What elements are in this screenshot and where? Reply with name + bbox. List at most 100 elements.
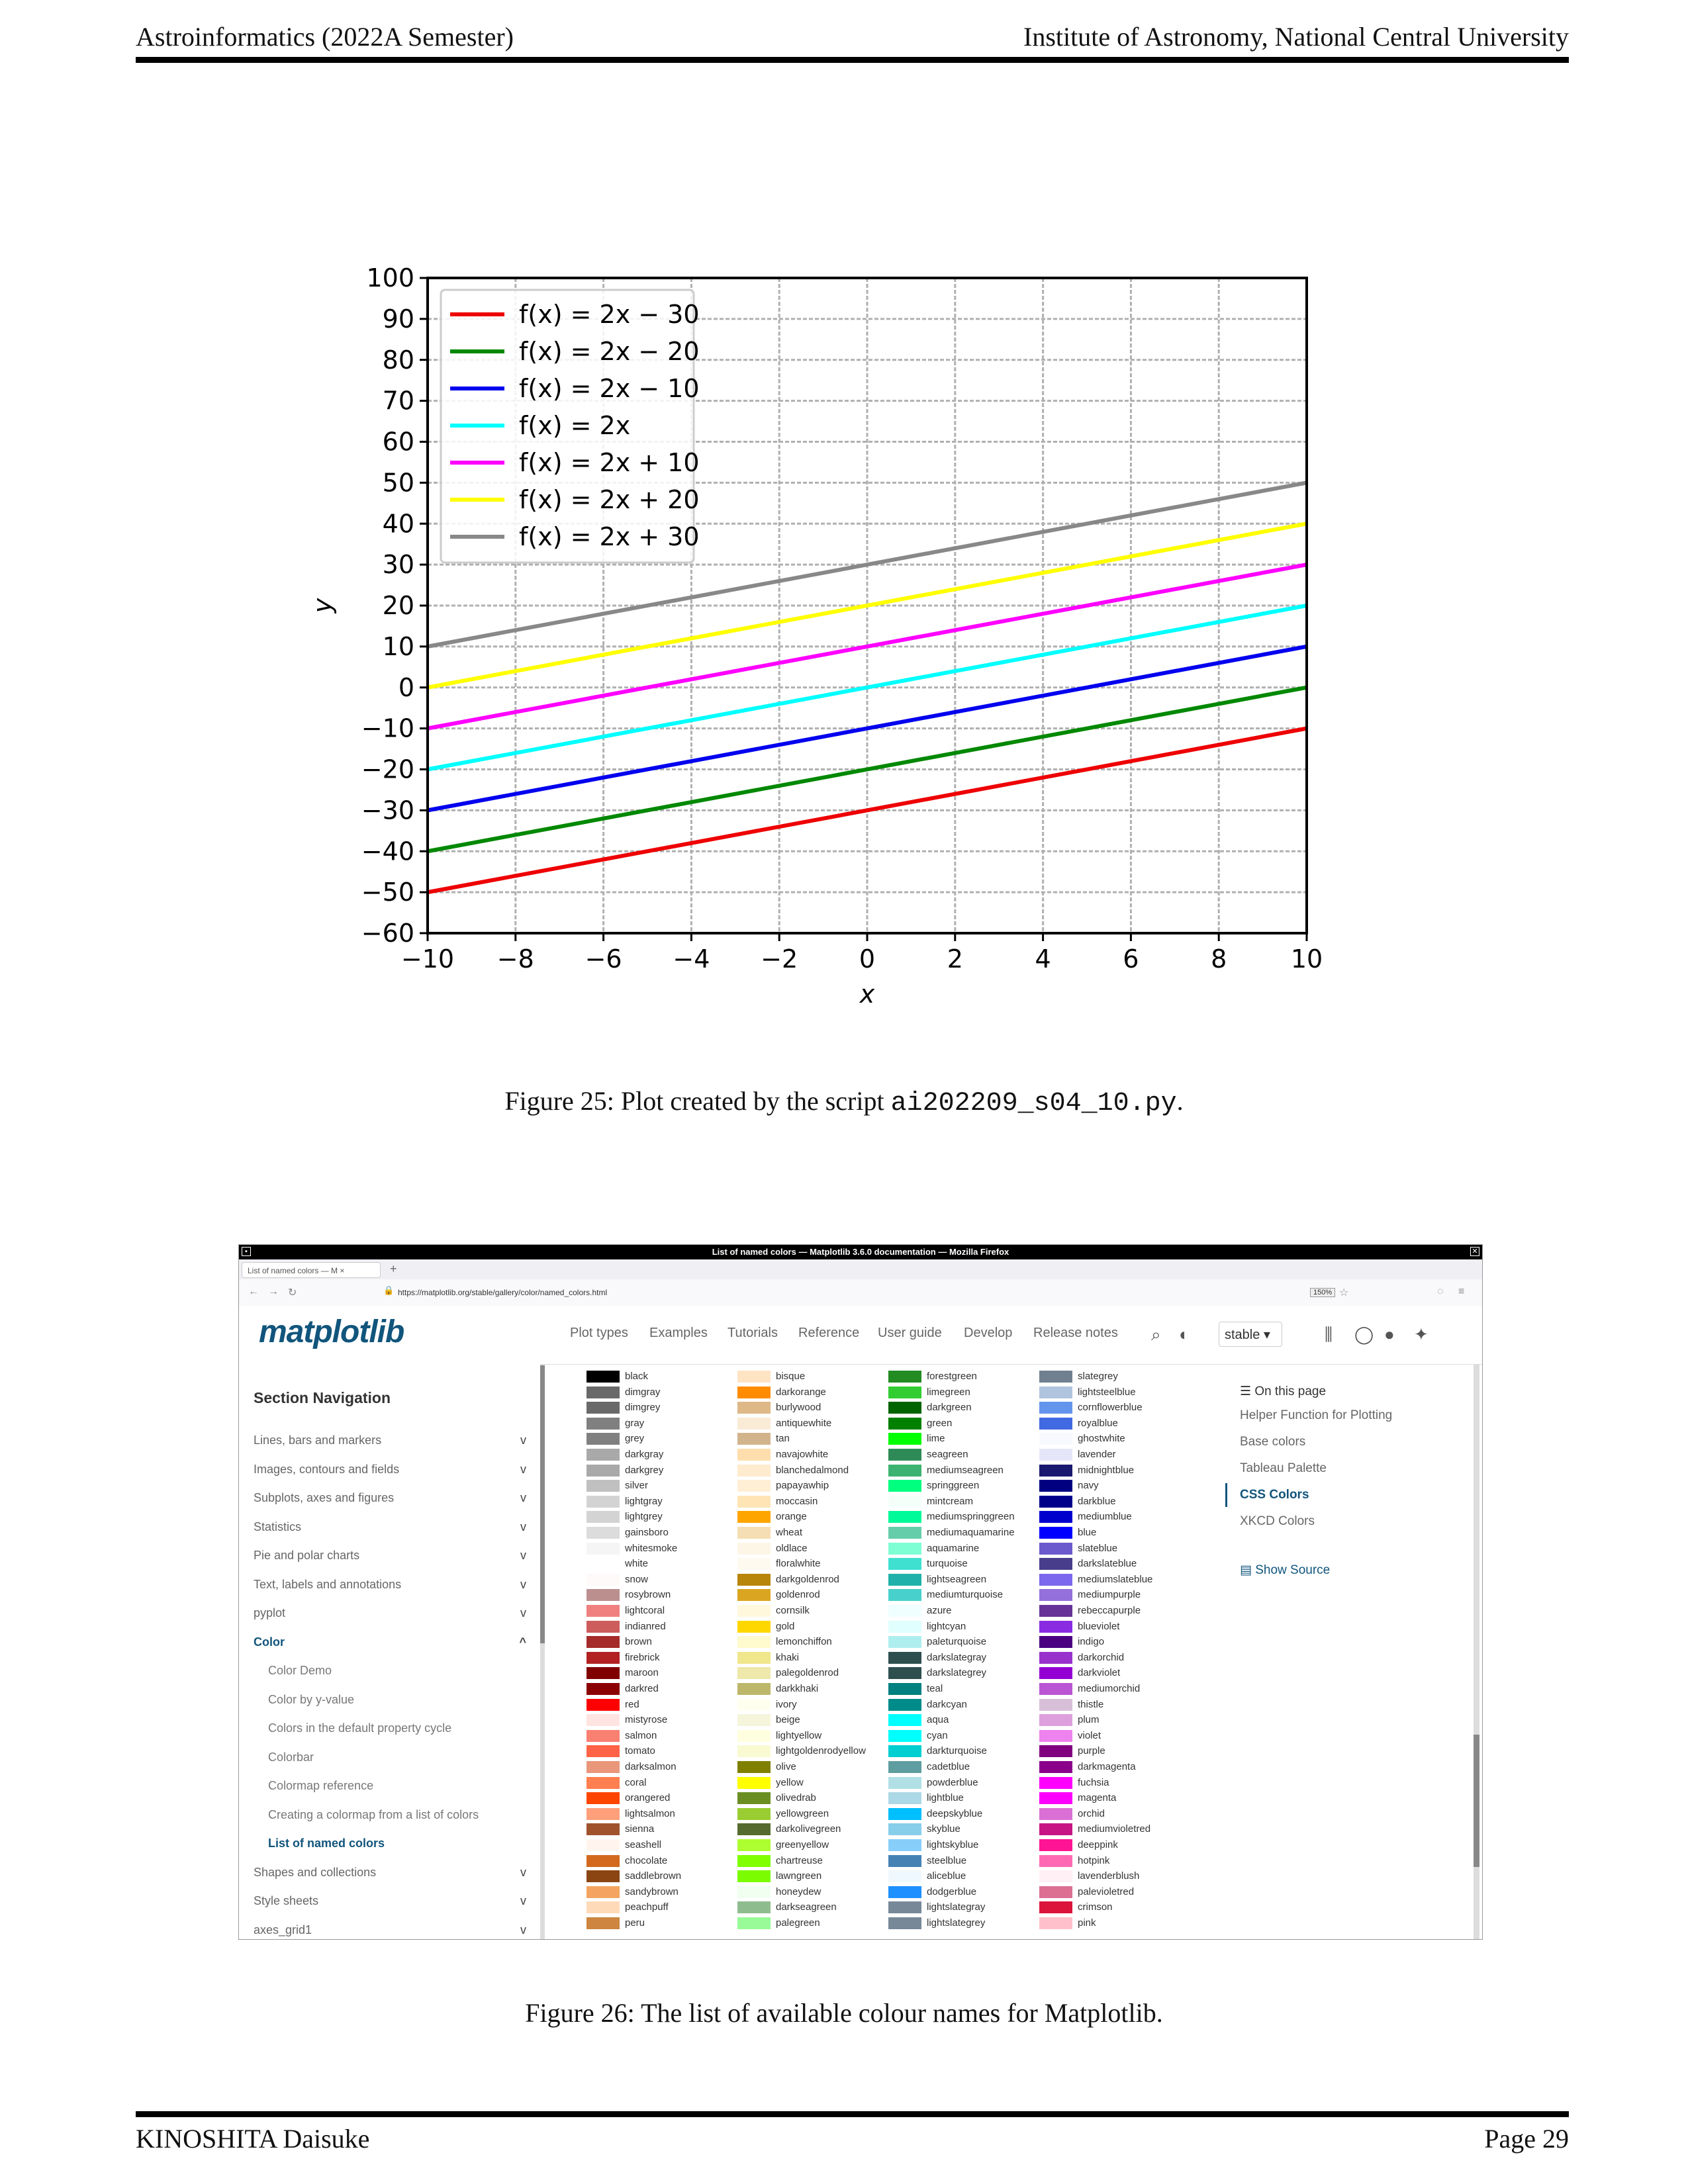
color-swatch — [1039, 1745, 1072, 1758]
color-name: gold — [776, 1620, 795, 1632]
color-swatch — [737, 1573, 771, 1586]
color-name: darkgoldenrod — [776, 1573, 839, 1585]
reload-icon[interactable]: ↻ — [288, 1287, 297, 1298]
theme-toggle-icon[interactable]: ◐ — [1179, 1324, 1190, 1344]
search-icon[interactable]: ⌕ — [1151, 1324, 1161, 1344]
color-name: papayawhip — [776, 1480, 829, 1492]
color-swatch — [737, 1402, 771, 1414]
sidebar-scrollbar[interactable] — [540, 1364, 545, 1939]
main-scrollbar[interactable] — [1474, 1364, 1479, 1939]
caption-prefix: Figure 25: Plot created by the script — [504, 1086, 891, 1116]
color-name: gainsboro — [625, 1527, 669, 1538]
back-icon[interactable]: ← — [248, 1286, 259, 1297]
sidebar-item[interactable]: Color ^ — [254, 1635, 538, 1649]
bookmark-star-icon[interactable]: ☆ — [1339, 1287, 1349, 1298]
color-swatch — [737, 1839, 771, 1851]
sidebar-item[interactable]: Lines, bars and markers v — [254, 1433, 538, 1447]
chevron-down-icon[interactable]: v — [520, 1549, 526, 1562]
sidebar-item[interactable]: Pie and polar charts v — [254, 1549, 538, 1563]
nav-examples[interactable]: Examples — [649, 1326, 708, 1340]
pocket-icon[interactable]: ◌ — [1437, 1286, 1444, 1297]
sidebar-subitem[interactable]: Colors in the default property cycle — [268, 1721, 452, 1735]
github-icon[interactable]: ● — [1384, 1324, 1395, 1344]
color-swatch — [1039, 1620, 1072, 1633]
color-name: mediumspringgreen — [927, 1511, 1015, 1523]
toc-xkcd-colors[interactable]: XKCD Colors — [1240, 1514, 1315, 1528]
sidebar-subitem[interactable]: Color Demo — [268, 1664, 332, 1677]
toc-tableau-palette[interactable]: Tableau Palette — [1240, 1461, 1327, 1475]
twitter-icon[interactable]: ✦ — [1414, 1324, 1429, 1344]
color-swatch — [888, 1620, 921, 1633]
forward-icon[interactable]: → — [268, 1286, 279, 1297]
sidebar-item[interactable]: Statistics v — [254, 1520, 538, 1534]
header-left: Astroinformatics (2022A Semester) — [136, 22, 514, 52]
sidebar-item[interactable]: pyplot v — [254, 1606, 538, 1620]
sidebar-subitem[interactable]: Colormap reference — [268, 1779, 374, 1792]
chevron-down-icon[interactable]: v — [520, 1462, 526, 1476]
menu-icon[interactable]: ≡ — [1458, 1286, 1465, 1297]
discourse-icon[interactable]: ◯ — [1354, 1324, 1374, 1344]
color-swatch — [888, 1839, 921, 1851]
color-swatch — [586, 1480, 620, 1492]
nav-tutorials[interactable]: Tutorials — [727, 1326, 778, 1340]
window-menu-icon[interactable]: ▪ — [242, 1247, 251, 1256]
toc-active-marker — [1225, 1483, 1227, 1507]
y-tick-label: 80 — [383, 345, 414, 375]
color-swatch — [737, 1901, 771, 1914]
y-tick-label: −60 — [361, 919, 414, 948]
color-swatch — [1039, 1433, 1072, 1445]
x-tick-label: −10 — [401, 944, 454, 974]
color-swatch — [1039, 1823, 1072, 1836]
sidebar-subitem[interactable]: Color by y-value — [268, 1692, 355, 1706]
sidebar-subitem[interactable]: Colorbar — [268, 1750, 314, 1764]
toc-helper-function[interactable]: Helper Function for Plotting — [1240, 1408, 1393, 1422]
sidebar-item[interactable]: Subplots, axes and figures v — [254, 1491, 538, 1505]
zoom-badge[interactable]: 150% — [1310, 1288, 1336, 1297]
color-swatch — [737, 1683, 771, 1695]
chevron-down-icon[interactable]: v — [520, 1433, 526, 1447]
version-select[interactable]: stable ▾ — [1219, 1322, 1282, 1347]
color-name: darkcyan — [927, 1698, 967, 1710]
toc-base-colors[interactable]: Base colors — [1240, 1435, 1306, 1449]
sidebar-subitem[interactable]: Creating a colormap from a list of color… — [268, 1807, 479, 1821]
new-tab-icon[interactable]: + — [390, 1262, 397, 1275]
color-name: darkslategrey — [927, 1667, 987, 1679]
chevron-down-icon[interactable]: v — [520, 1491, 526, 1504]
close-icon[interactable]: ✕ — [1470, 1247, 1479, 1256]
chevron-down-icon[interactable]: v — [520, 1577, 526, 1591]
gitter-icon[interactable]: ⫼ — [1325, 1324, 1333, 1344]
sidebar-item[interactable]: Style sheets v — [254, 1894, 538, 1908]
color-name: pink — [1078, 1917, 1096, 1929]
color-name: bisque — [776, 1371, 806, 1382]
chevron-down-icon[interactable]: v — [520, 1894, 526, 1907]
color-swatch — [1039, 1558, 1072, 1570]
main-scroll-thumb[interactable] — [1474, 1735, 1479, 1867]
chevron-down-icon[interactable]: v — [520, 1520, 526, 1533]
nav-develop[interactable]: Develop — [964, 1326, 1013, 1340]
sidebar-scroll-thumb[interactable] — [540, 1365, 545, 1643]
color-name: coral — [625, 1776, 647, 1788]
color-swatch — [1039, 1511, 1072, 1524]
color-swatch — [1039, 1792, 1072, 1805]
sidebar-item[interactable]: Images, contours and fields v — [254, 1463, 538, 1477]
chevron-down-icon[interactable]: v — [520, 1606, 526, 1619]
legend-label: f(x) = 2x − 10 — [519, 374, 700, 403]
chevron-down-icon[interactable]: v — [520, 1865, 526, 1879]
toc-css-colors[interactable]: CSS Colors — [1240, 1488, 1309, 1502]
sidebar-subitem[interactable]: List of named colors — [268, 1837, 385, 1850]
nav-user-guide[interactable]: User guide — [878, 1326, 942, 1340]
sidebar-item[interactable]: Shapes and collections v — [254, 1866, 538, 1880]
color-swatch — [888, 1558, 921, 1570]
show-source-link[interactable]: ▤ Show Source — [1240, 1563, 1330, 1578]
matplotlib-logo[interactable]: matplotlib — [259, 1314, 404, 1349]
chevron-down-icon[interactable]: v — [520, 1923, 526, 1936]
color-swatch — [737, 1667, 771, 1680]
chevron-up-icon[interactable]: ^ — [519, 1635, 526, 1649]
nav-reference[interactable]: Reference — [798, 1326, 860, 1340]
nav-plot-types[interactable]: Plot types — [570, 1326, 628, 1340]
sidebar-item[interactable]: Text, labels and annotations v — [254, 1578, 538, 1592]
sidebar-item[interactable]: axes_grid1 v — [254, 1923, 538, 1937]
url-bar[interactable]: https://matplotlib.org/stable/gallery/co… — [398, 1288, 608, 1297]
nav-release-notes[interactable]: Release notes — [1033, 1326, 1118, 1340]
browser-tab[interactable]: List of named colors — M × — [242, 1262, 381, 1278]
